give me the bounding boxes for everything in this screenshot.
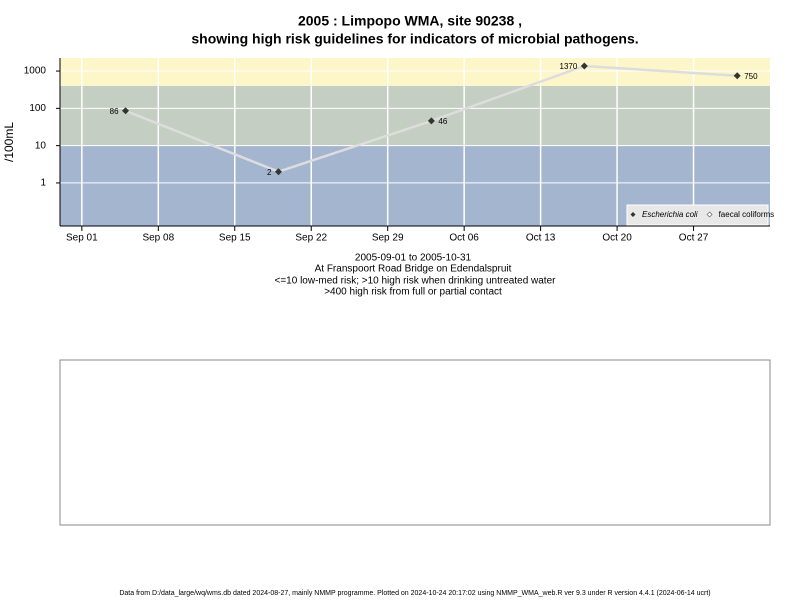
chart-title: 2005 : Limpopo WMA, site 90238 , (298, 13, 522, 29)
x-tick-label: Sep 08 (142, 233, 174, 244)
footer: Data from D:/data_large/wq/wms.db dated … (119, 590, 710, 597)
x-tick-label: Sep 29 (372, 233, 404, 244)
plot-area (60, 58, 770, 226)
data-label: 86 (110, 107, 119, 116)
y-tick-label: 1000 (24, 66, 47, 77)
subtitle: >400 high risk from full or partial cont… (324, 287, 502, 298)
data-label: 46 (438, 117, 447, 126)
subtitle: <=10 low-med risk; >10 high risk when dr… (275, 276, 557, 287)
data-label: 2 (267, 168, 272, 177)
risk-band (60, 58, 770, 86)
x-tick-label: Oct 06 (449, 233, 479, 244)
y-tick-label: 10 (35, 140, 47, 151)
risk-band (60, 85, 770, 146)
x-tick-label: Oct 27 (679, 233, 709, 244)
x-tick-label: Sep 01 (66, 233, 98, 244)
legend-label: faecal coliforms (719, 210, 775, 219)
data-point (274, 168, 282, 176)
empty-panel (59, 359, 771, 526)
subtitle: 2005-09-01 to 2005-10-31 (355, 253, 472, 264)
data-point (733, 72, 741, 80)
data-label: 1370 (560, 62, 578, 71)
y-axis-label: /100mL (2, 122, 16, 162)
data-point (122, 107, 130, 115)
x-tick-label: Oct 20 (602, 233, 632, 244)
y-tick-label: 100 (29, 103, 46, 114)
legend-box (626, 204, 769, 226)
legend-label: Escherichia coli (642, 210, 698, 219)
legend-marker (630, 212, 636, 217)
data-label: 750 (744, 72, 758, 81)
y-tick-label: 1 (40, 178, 46, 189)
data-point (580, 62, 588, 70)
x-tick-label: Sep 22 (295, 233, 327, 244)
x-tick-label: Sep 15 (219, 233, 251, 244)
chart-title: showing high risk guidelines for indicat… (191, 31, 638, 47)
x-tick-label: Oct 13 (526, 233, 556, 244)
subtitle: At Franspoort Road Bridge on Edendalspru… (315, 264, 512, 275)
data-point (427, 117, 435, 125)
legend-marker (706, 211, 713, 218)
